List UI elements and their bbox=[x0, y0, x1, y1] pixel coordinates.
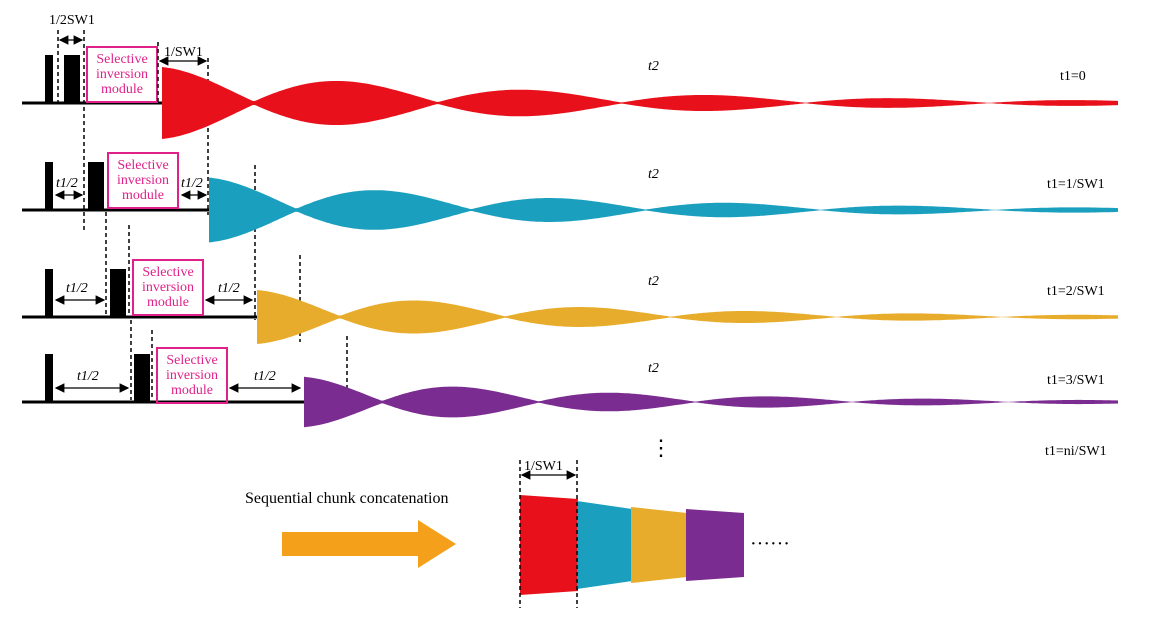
t1-half-label: t1/2 bbox=[218, 281, 240, 296]
chunk-teal bbox=[577, 501, 632, 589]
half-sw1-label: 1/2SW1 bbox=[49, 13, 95, 28]
sequence-row-2: Selective inversion module t1/2 t1/2 t2 … bbox=[22, 255, 1118, 400]
t1-half-label: t1/2 bbox=[254, 369, 276, 384]
t1-label-ni: t1=ni/SW1 bbox=[1045, 444, 1107, 459]
module-line-3: module bbox=[147, 295, 189, 310]
vertical-ellipsis: ⋮ bbox=[650, 435, 672, 460]
selective-inversion-module: Selective inversion module bbox=[107, 152, 179, 209]
sequence-row-3: Selective inversion module t1/2 t1/2 t2 … bbox=[22, 336, 1118, 428]
concatenated-chunks bbox=[520, 495, 744, 595]
inversion-pulse bbox=[88, 162, 104, 210]
excitation-pulse bbox=[45, 162, 53, 210]
horizontal-ellipsis: ······ bbox=[750, 533, 790, 555]
selective-inversion-module: Selective inversion module bbox=[132, 259, 204, 316]
chunk-gold bbox=[631, 507, 687, 583]
fid-signal bbox=[209, 177, 1118, 243]
module-line-2: inversion bbox=[117, 173, 169, 188]
sequence-row-1: Selective inversion module t1/2 t1/2 t2 … bbox=[22, 152, 1118, 320]
module-line-1: Selective bbox=[117, 158, 168, 173]
chunk-purple bbox=[686, 509, 744, 581]
module-line-2: inversion bbox=[142, 280, 194, 295]
t1-label: t1=3/SW1 bbox=[1047, 373, 1105, 388]
t1-label: t1=2/SW1 bbox=[1047, 284, 1105, 299]
t1-label: t1=1/SW1 bbox=[1047, 177, 1105, 192]
module-line-2: inversion bbox=[96, 67, 148, 82]
module-line-1: Selective bbox=[166, 353, 217, 368]
selective-inversion-module: Selective inversion module bbox=[156, 347, 228, 404]
t1-label: t1=0 bbox=[1060, 69, 1086, 84]
inversion-pulse bbox=[134, 354, 150, 402]
module-line-3: module bbox=[171, 383, 213, 398]
excitation-pulse bbox=[45, 55, 53, 103]
one-sw1-top-label: 1/SW1 bbox=[164, 45, 203, 60]
selective-inversion-module: Selective inversion module bbox=[86, 46, 158, 103]
module-line-1: Selective bbox=[96, 52, 147, 67]
module-line-3: module bbox=[101, 82, 143, 97]
module-line-2: inversion bbox=[166, 368, 218, 383]
excitation-pulse bbox=[45, 354, 53, 402]
excitation-pulse bbox=[45, 269, 53, 317]
one-sw1-bottom-label: 1/SW1 bbox=[524, 459, 563, 474]
t1-half-label: t1/2 bbox=[181, 176, 203, 191]
t2-label: t2 bbox=[648, 361, 659, 376]
fid-signal bbox=[162, 67, 1118, 139]
sequence-row-0: Selective inversion module 1/2SW1 1/SW1 … bbox=[22, 13, 1118, 230]
inversion-pulse bbox=[110, 269, 126, 317]
fid-signal bbox=[257, 290, 1118, 344]
concatenation-arrow bbox=[282, 520, 456, 568]
t2-label: t2 bbox=[648, 274, 659, 289]
module-line-3: module bbox=[122, 188, 164, 203]
t1-half-label: t1/2 bbox=[66, 281, 88, 296]
t1-half-label: t1/2 bbox=[77, 369, 99, 384]
sequential-label: Sequential chunk concatenation bbox=[245, 490, 448, 507]
inversion-pulse bbox=[64, 55, 80, 103]
fid-signal bbox=[304, 376, 1118, 428]
t1-half-label: t1/2 bbox=[56, 176, 78, 191]
chunk-red bbox=[520, 495, 578, 595]
t2-label: t2 bbox=[648, 167, 659, 182]
module-line-1: Selective bbox=[142, 265, 193, 280]
t2-label: t2 bbox=[648, 59, 659, 74]
